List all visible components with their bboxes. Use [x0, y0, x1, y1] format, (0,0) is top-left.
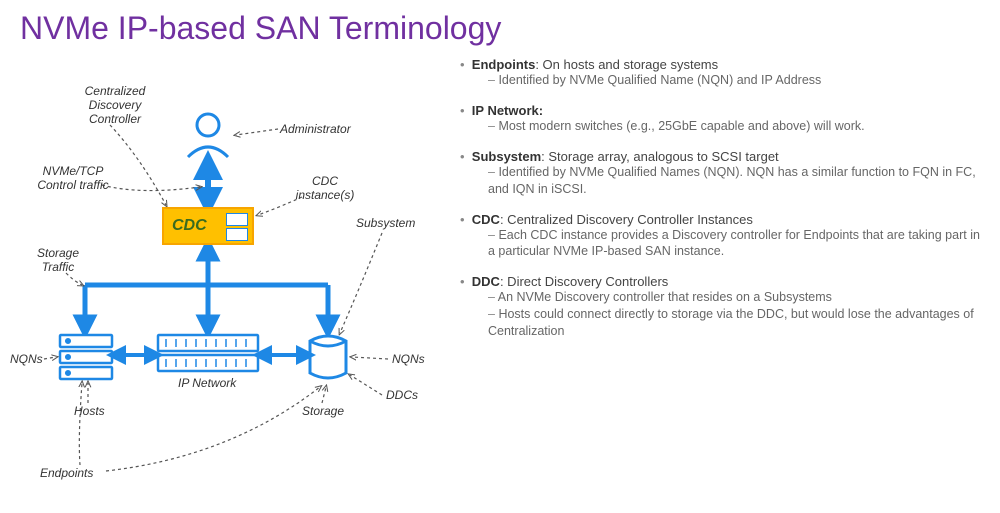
- term-sub: Each CDC instance provides a Discovery c…: [488, 227, 990, 261]
- term-sub: Most modern switches (e.g., 25GbE capabl…: [488, 118, 990, 135]
- content-row: CDC CentralizedDiscoveryController Admin…: [0, 47, 1000, 497]
- label-cdc-instances: CDCinstance(s): [290, 175, 360, 203]
- hosts-icon: [60, 335, 112, 379]
- term-heading: • Subsystem: Storage array, analogous to…: [460, 149, 990, 164]
- label-storage-traffic: StorageTraffic: [28, 247, 88, 275]
- label-nvme-tcp: NVMe/TCPControl traffic: [28, 165, 118, 193]
- term-rest: : Storage array, analogous to SCSI targe…: [541, 149, 779, 164]
- term-sub: Identified by NVMe Qualified Names (NQN)…: [488, 164, 990, 198]
- term-title: Endpoints: [472, 57, 536, 72]
- term-rest: : Direct Discovery Controllers: [500, 274, 668, 289]
- term-heading: • Endpoints: On hosts and storage system…: [460, 57, 990, 72]
- label-hosts: Hosts: [74, 405, 105, 419]
- term-heading: • IP Network:: [460, 103, 990, 118]
- term-item: • CDC: Centralized Discovery Controller …: [460, 212, 990, 261]
- label-ipnetwork: IP Network: [178, 377, 236, 391]
- label-nqns-right: NQNs: [392, 353, 425, 367]
- term-rest: : Centralized Discovery Controller Insta…: [500, 212, 753, 227]
- label-cdc-full: CentralizedDiscoveryController: [70, 85, 160, 126]
- term-item: • Endpoints: On hosts and storage system…: [460, 57, 990, 89]
- term-sub: An NVMe Discovery controller that reside…: [488, 289, 990, 306]
- label-administrator: Administrator: [280, 123, 351, 137]
- term-heading: • DDC: Direct Discovery Controllers: [460, 274, 990, 289]
- administrator-icon: [188, 114, 228, 157]
- cdc-box-text: CDC: [172, 217, 207, 235]
- cdc-box: CDC: [162, 207, 254, 245]
- label-ddcs: DDCs: [386, 389, 418, 403]
- label-subsystem: Subsystem: [356, 217, 415, 231]
- term-heading: • CDC: Centralized Discovery Controller …: [460, 212, 990, 227]
- label-storage: Storage: [302, 405, 344, 419]
- architecture-diagram: CDC CentralizedDiscoveryController Admin…: [10, 57, 450, 497]
- page-title: NVMe IP-based SAN Terminology: [0, 0, 1000, 47]
- term-title: CDC: [472, 212, 500, 227]
- term-title: IP Network:: [472, 103, 543, 118]
- term-item: • DDC: Direct Discovery ControllersAn NV…: [460, 274, 990, 340]
- term-sub: Hosts could connect directly to storage …: [488, 306, 990, 340]
- term-title: DDC: [472, 274, 500, 289]
- term-item: • Subsystem: Storage array, analogous to…: [460, 149, 990, 198]
- storage-icon: [310, 336, 346, 378]
- term-sub: Identified by NVMe Qualified Name (NQN) …: [488, 72, 990, 89]
- term-title: Subsystem: [472, 149, 541, 164]
- switch-icon: [158, 335, 258, 371]
- terminology-list: • Endpoints: On hosts and storage system…: [450, 57, 990, 497]
- label-endpoints: Endpoints: [40, 467, 93, 481]
- term-item: • IP Network:Most modern switches (e.g.,…: [460, 103, 990, 135]
- cdc-mini-icon: [226, 213, 248, 241]
- label-nqns-left: NQNs: [10, 353, 43, 367]
- term-rest: : On hosts and storage systems: [535, 57, 718, 72]
